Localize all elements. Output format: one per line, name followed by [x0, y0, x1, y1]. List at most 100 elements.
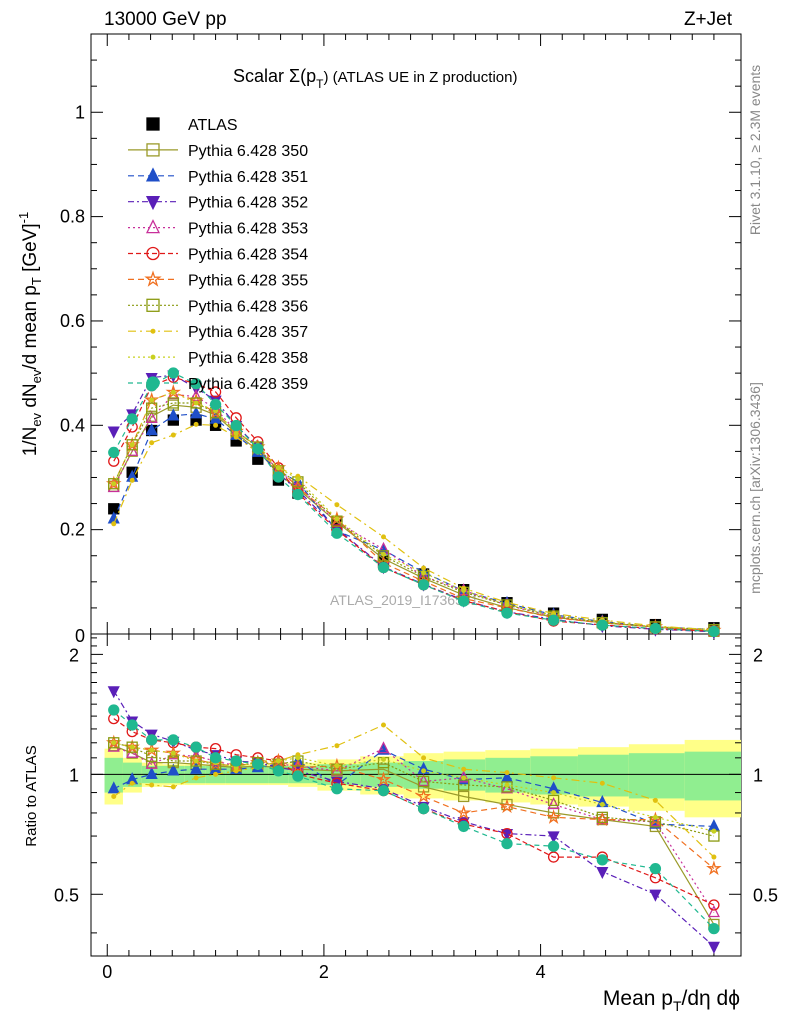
marker-352: [707, 941, 720, 954]
legend-label-357: Pythia 6.428 357: [188, 324, 308, 341]
marker-359: [272, 765, 285, 777]
marker-359: [190, 741, 202, 753]
band-inner-bin: [628, 753, 685, 799]
legend-item-359: Pythia 6.428 359: [128, 376, 308, 393]
marker-358: [334, 763, 340, 769]
marker-358: [275, 465, 281, 471]
marker-353: [707, 905, 720, 918]
marker-358: [295, 755, 301, 761]
marker-357: [149, 440, 155, 446]
marker-352: [107, 686, 120, 699]
marker-356: [331, 515, 343, 527]
y-tick-label: 1: [75, 102, 85, 122]
marker-356: [126, 439, 138, 451]
x-tick-label: 4: [536, 962, 546, 982]
marker-357: [334, 743, 340, 749]
marker-357: [381, 722, 386, 728]
marker-359: [547, 840, 560, 852]
marker-359: [596, 619, 608, 631]
marker-357: [129, 477, 135, 483]
marker-358: [652, 814, 658, 820]
marker-358: [149, 747, 155, 753]
marker-358: [149, 397, 155, 403]
legend-item-353: Pythia 6.428 353: [128, 219, 308, 238]
marker-351: [107, 781, 120, 794]
ratio-y-tick-label: 2: [69, 645, 79, 665]
ratio-y-tick-label-right: 0.5: [753, 885, 778, 905]
marker-359: [167, 734, 179, 746]
marker-357: [193, 421, 199, 427]
marker-358: [551, 790, 557, 796]
y-tick-label: 0.2: [60, 520, 85, 540]
data-series: [105, 367, 722, 954]
marker-357: [111, 521, 117, 527]
series-350: [108, 399, 720, 931]
marker-358: [504, 782, 510, 788]
legend-item-350: Pythia 6.428 350: [128, 143, 308, 160]
marker-359: [146, 376, 160, 390]
marker-359: [126, 719, 138, 731]
marker-359: [377, 561, 390, 574]
marker-352: [145, 196, 161, 211]
marker-357: [170, 432, 176, 438]
legend-item-358: Pythia 6.428 358: [128, 350, 308, 367]
marker-358: [295, 476, 301, 482]
marker-356: [167, 397, 179, 409]
marker-358: [504, 602, 510, 608]
marker-352: [107, 426, 120, 439]
legend-item-351: Pythia 6.428 351: [128, 167, 308, 186]
legend-label-353: Pythia 6.428 353: [188, 221, 308, 238]
y-tick-label-zero: 0: [75, 626, 85, 646]
marker-354: [209, 386, 222, 398]
marker-358: [421, 768, 427, 774]
marker-358: [599, 802, 605, 808]
marker-359: [209, 398, 222, 411]
marker-359: [209, 752, 222, 764]
marker-356: [146, 402, 158, 414]
header-right: Z+Jet: [684, 9, 733, 30]
series-353: [107, 386, 720, 918]
marker-358: [334, 516, 340, 522]
marker-356: [547, 794, 560, 807]
marker-351: [145, 167, 161, 182]
side-text-mcplots: mcplots.cern.ch [arXiv:1306.3436]: [747, 382, 763, 594]
legend-label-352: Pythia 6.428 352: [188, 195, 308, 212]
marker-355: [415, 788, 432, 804]
marker-352: [547, 831, 560, 844]
series-354: [108, 371, 720, 911]
marker-358: [150, 354, 156, 360]
marker-356: [596, 811, 608, 823]
marker-353: [596, 812, 609, 825]
band-inner-bin: [577, 754, 629, 797]
marker-359: [108, 446, 120, 459]
marker-359: [108, 704, 120, 716]
y-tick-label: 0.8: [60, 207, 85, 227]
marker-358: [381, 551, 386, 557]
marker-357: [381, 534, 386, 540]
marker-357: [421, 565, 427, 571]
marker-351: [190, 406, 203, 419]
marker-359: [252, 443, 264, 455]
legend-label-358: Pythia 6.428 358: [188, 350, 308, 367]
marker-357: [551, 775, 557, 781]
svg-text:1/Nev dNev/d mean pT [GeV]-1: 1/Nev dNev/d mean pT [GeV]-1: [16, 212, 44, 457]
marker-357: [711, 854, 717, 860]
legend-label-359: Pythia 6.428 359: [188, 376, 308, 393]
marker-359: [190, 378, 202, 390]
marker-359: [331, 783, 343, 795]
marker-359: [417, 579, 430, 591]
marker-358: [233, 430, 239, 436]
marker-355: [375, 771, 392, 787]
marker-359: [331, 527, 343, 539]
marker-359: [458, 820, 470, 833]
legend-label-355: Pythia 6.428 355: [188, 272, 308, 289]
legend-item-355: Pythia 6.428 355: [128, 270, 308, 289]
marker-357: [129, 780, 135, 786]
marker-359: [146, 734, 158, 746]
marker-350: [146, 143, 160, 157]
legend-item-ATLAS: ATLAS: [146, 117, 238, 134]
marker-359: [252, 758, 264, 770]
marker-359: [230, 419, 242, 432]
